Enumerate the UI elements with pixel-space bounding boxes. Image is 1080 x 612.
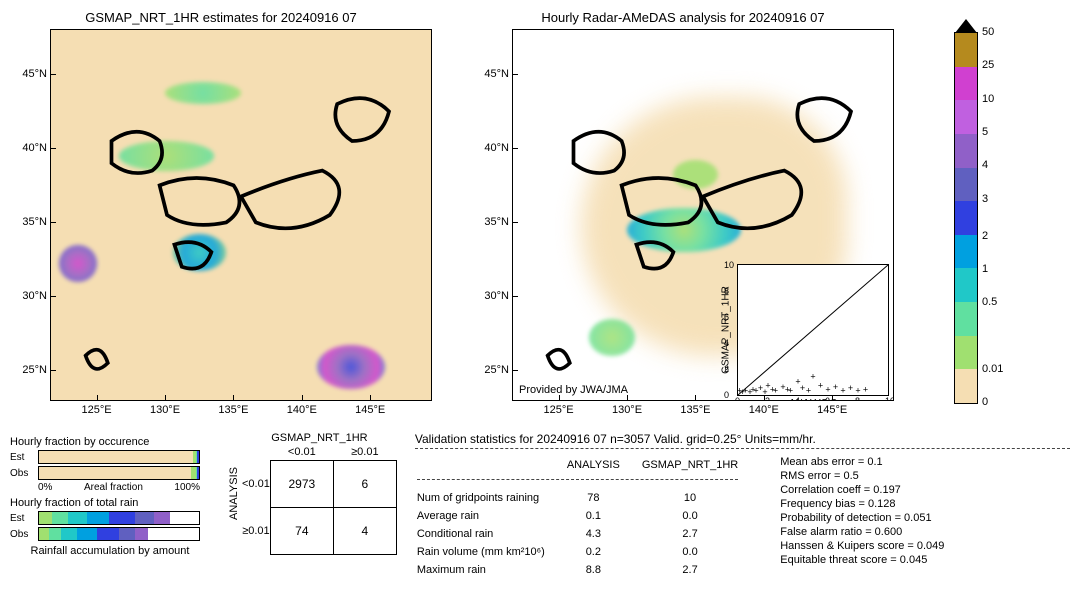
right-map-panel: Hourly Radar-AMeDAS analysis for 2024091… <box>472 10 894 401</box>
conf-col-0: <0.01 <box>270 444 333 461</box>
conf-cell-00: 2973 <box>270 461 333 508</box>
bar-label-obs2: Obs <box>10 529 38 540</box>
colorbar: 502510543210.50.010 <box>954 32 982 404</box>
fraction-bars: Hourly fraction by occurence Est Obs 0% … <box>10 432 210 559</box>
occurrence-bar-obs <box>38 466 200 480</box>
confusion-matrix: ANALYSIS GSMAP_NRT_1HR <0.01≥0.01 <0.01 … <box>228 432 397 555</box>
colorbar-strip <box>954 32 978 404</box>
bottom-row: Hourly fraction by occurence Est Obs 0% … <box>10 432 1070 580</box>
accum-title: Rainfall accumulation by amount <box>10 545 210 557</box>
stats-table: ANALYSISGSMAP_NRT_1HRNum of gridpoints r… <box>415 455 750 580</box>
bar-axis-right: 100% <box>174 482 200 493</box>
right-map-canvas: Provided by JWA/JMA ANALYSIS GSMAP_NRT_1… <box>513 30 893 400</box>
metrics-list: Mean abs error = 0.1RMS error = 0.5Corre… <box>780 455 944 580</box>
confusion-col-title: GSMAP_NRT_1HR <box>242 432 397 444</box>
stats-block: Validation statistics for 20240916 07 n=… <box>415 432 1070 580</box>
conf-row-0: <0.01 <box>242 461 270 508</box>
left-map-title: GSMAP_NRT_1HR estimates for 20240916 07 <box>85 10 356 25</box>
conf-row-1: ≥0.01 <box>242 508 270 555</box>
total-bar-est <box>38 511 200 525</box>
bar-label-obs: Obs <box>10 468 38 479</box>
bar-axis-center: Areal fraction <box>84 482 143 493</box>
bar-label-est: Est <box>10 452 38 463</box>
right-map-title: Hourly Radar-AMeDAS analysis for 2024091… <box>541 10 824 25</box>
conf-cell-01: 6 <box>333 461 396 508</box>
total-title: Hourly fraction of total rain <box>10 497 210 509</box>
left-map-box: 45°N40°N35°N30°N25°N125°E130°E135°E140°E… <box>50 29 432 401</box>
occurrence-title: Hourly fraction by occurence <box>10 436 210 448</box>
left-map-panel: GSMAP_NRT_1HR estimates for 20240916 07 … <box>10 10 432 401</box>
bar-axis: 0% Areal fraction 100% <box>38 482 200 493</box>
confusion-row-title: ANALYSIS <box>228 467 240 520</box>
colorbar-overflow-icon <box>955 19 977 33</box>
confusion-table: <0.01≥0.01 <0.01 2973 6 ≥0.01 74 4 <box>242 444 397 555</box>
divider <box>415 448 1070 449</box>
left-map-canvas <box>51 30 431 400</box>
conf-col-1: ≥0.01 <box>333 444 396 461</box>
total-bar-obs <box>38 527 200 541</box>
right-map-box: Provided by JWA/JMA ANALYSIS GSMAP_NRT_1… <box>512 29 894 401</box>
conf-cell-10: 74 <box>270 508 333 555</box>
stats-title: Validation statistics for 20240916 07 n=… <box>415 432 1070 446</box>
bar-axis-left: 0% <box>38 482 52 493</box>
bar-label-est2: Est <box>10 513 38 524</box>
occurrence-bar-est <box>38 450 200 464</box>
conf-cell-11: 4 <box>333 508 396 555</box>
maps-row: GSMAP_NRT_1HR estimates for 20240916 07 … <box>10 10 1070 404</box>
